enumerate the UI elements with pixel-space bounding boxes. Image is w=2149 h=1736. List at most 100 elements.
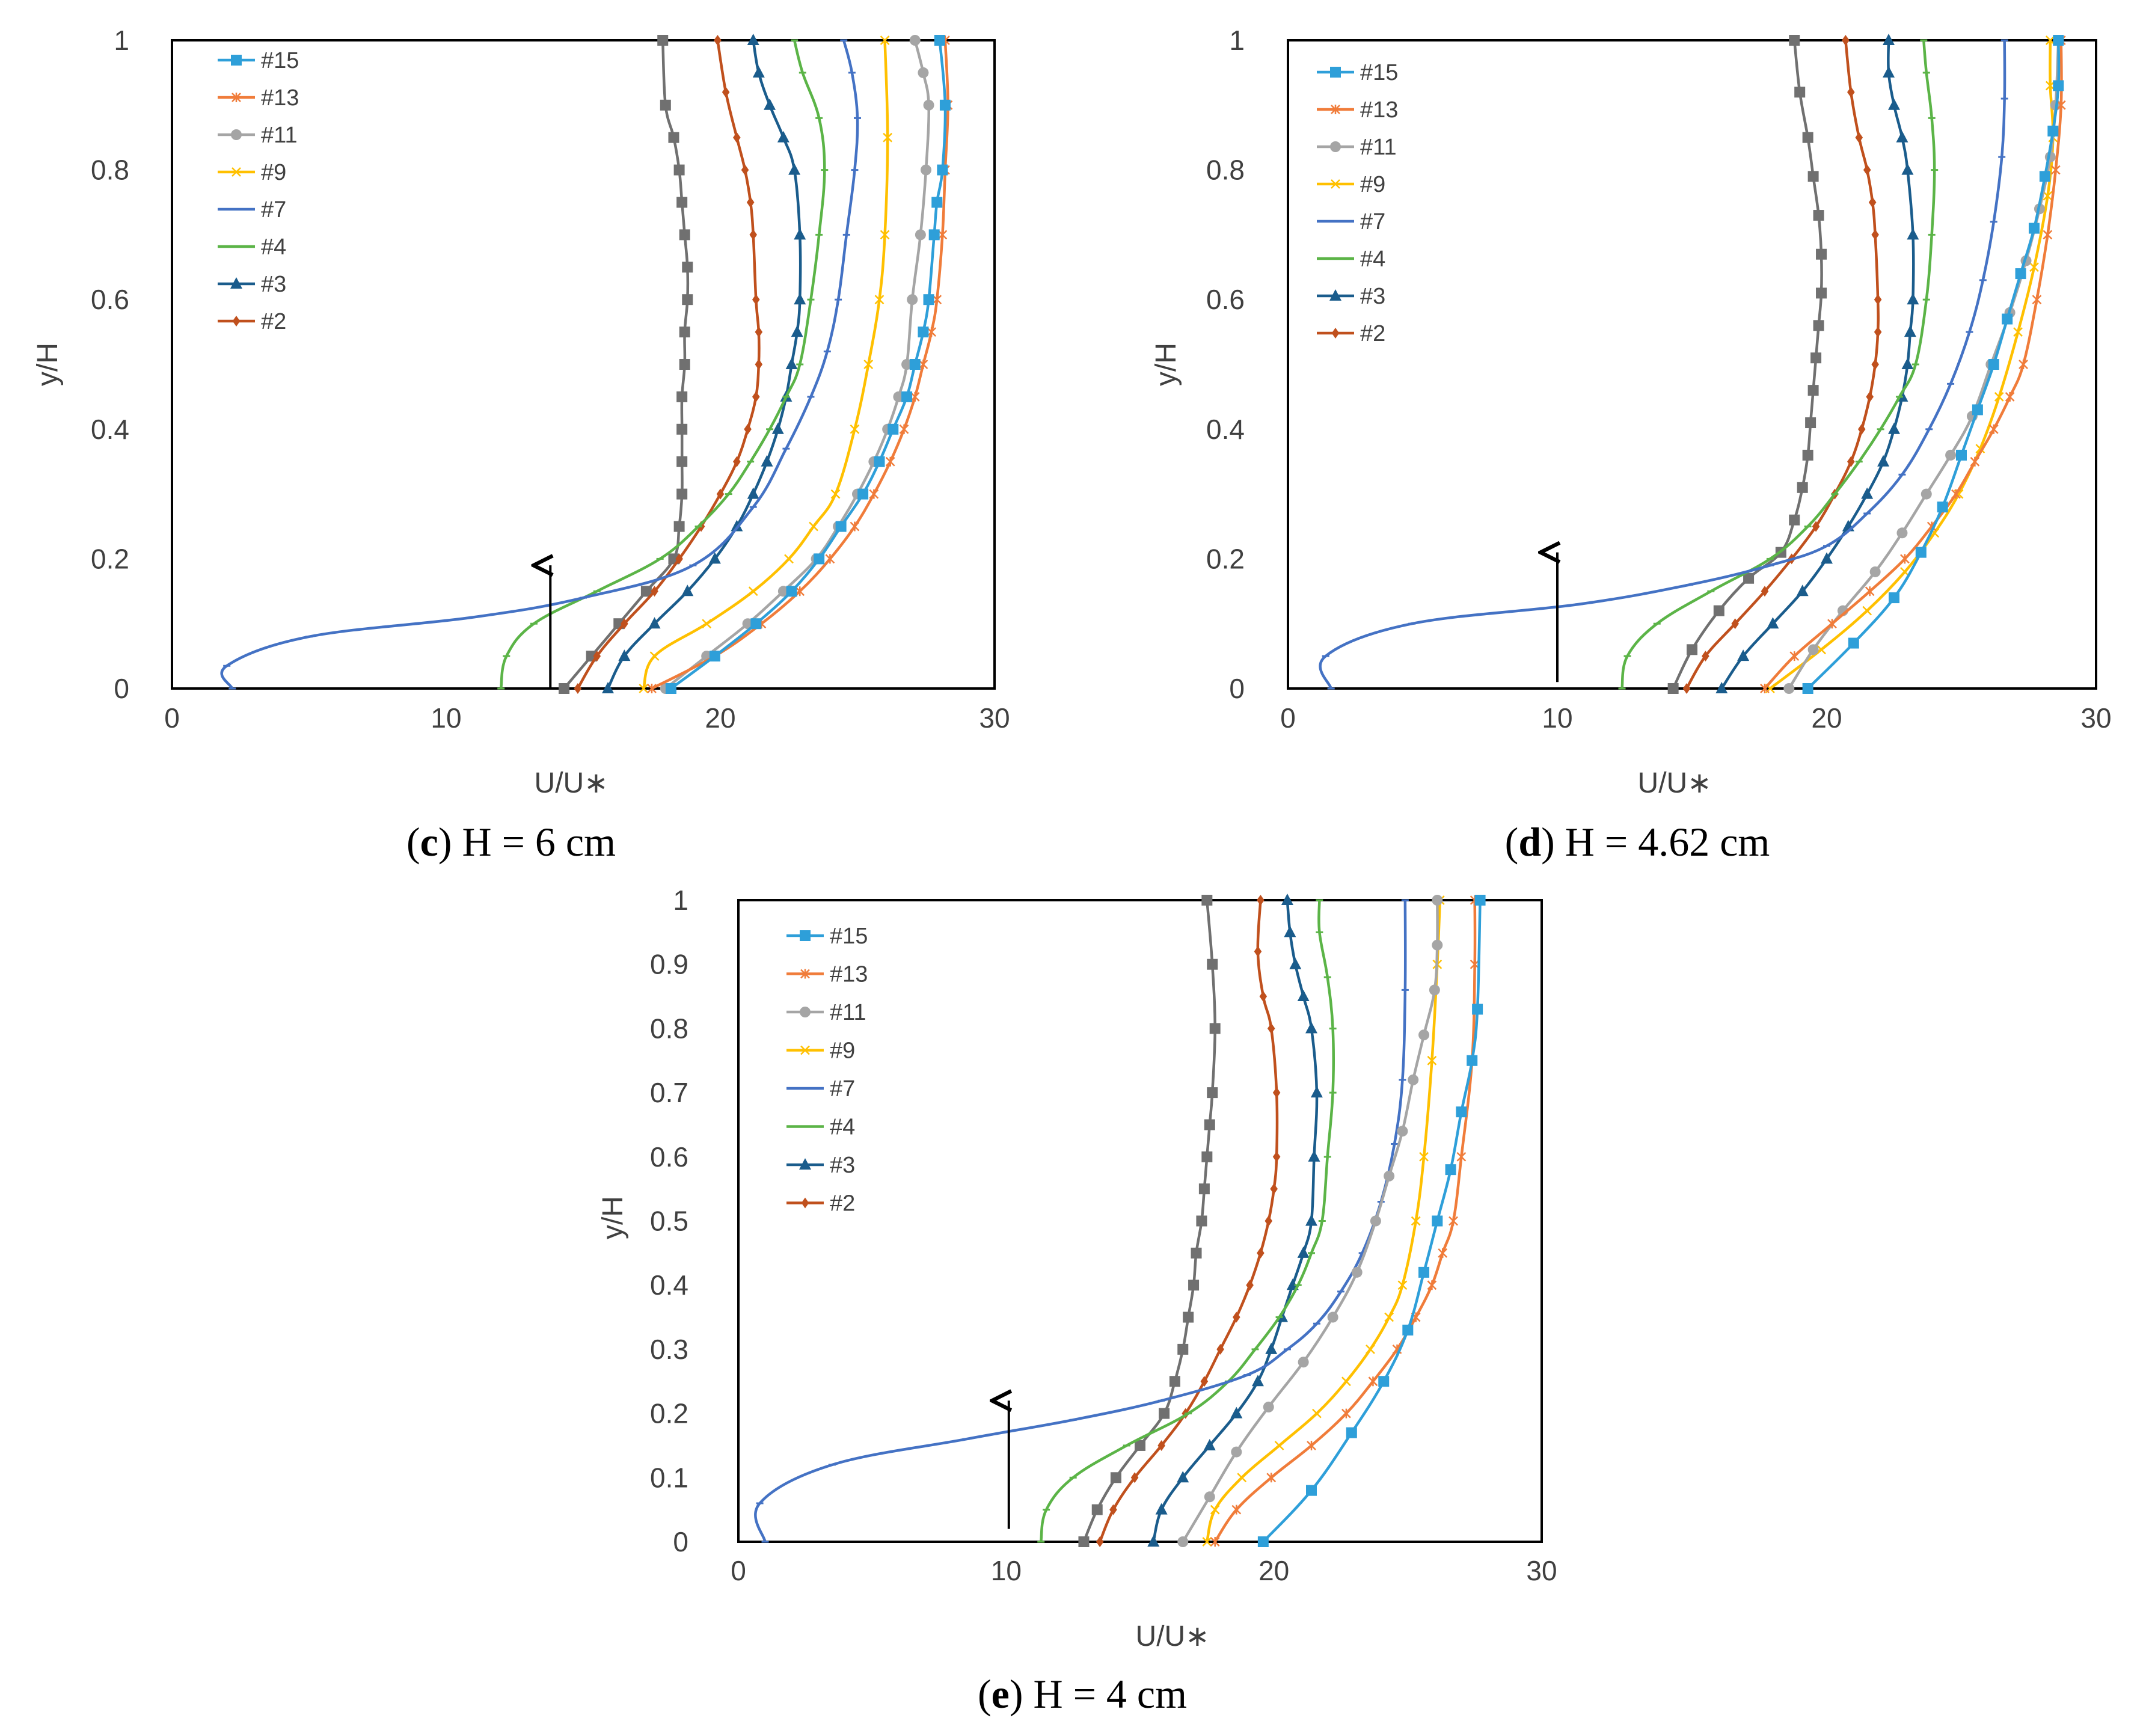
panel-c-data-point: [748, 586, 758, 597]
panel-d-data-point: [2028, 222, 2040, 234]
panel-d-data-point: [1805, 417, 1816, 429]
panel-c-data-point: [709, 651, 720, 662]
panel-d-data-point: [1857, 423, 1866, 435]
panel-e-data-point: [1157, 1440, 1165, 1451]
panel-e-data-point: [1378, 1376, 1390, 1387]
panel-d-data-point: [2053, 35, 2064, 46]
panel-c-data-point: [794, 293, 806, 305]
panel-c-data-point: [559, 683, 570, 694]
panel-e-data-point: [1397, 1280, 1408, 1290]
panel-e-data-point: [1200, 1376, 1209, 1387]
panel-d-y-tick-label: 1: [1229, 25, 1245, 56]
panel-c-data-point: [928, 229, 940, 241]
panel-e-y-tick-label: 0.1: [650, 1462, 688, 1493]
panel-e-y-tick-label: 0.2: [650, 1398, 688, 1429]
panel-c-data-point: [901, 391, 913, 402]
panel-e-data-point: [1472, 1004, 1483, 1015]
panel-d-data-point: [1907, 228, 1919, 240]
panel-d-data-point: [1789, 514, 1800, 526]
panel-e-data-point: [1274, 1441, 1284, 1450]
panel-d-data-point: [2013, 327, 2023, 337]
panel-c-legend-item: #2: [218, 309, 286, 334]
panel-d-data-point: [2056, 100, 2066, 110]
panel-d-data-point: [2032, 295, 2042, 305]
panel-c-data-point: [794, 228, 806, 240]
panel-e-data-point: [1265, 1215, 1273, 1227]
panel-d-y-tick-label: 0.2: [1206, 543, 1245, 574]
panel-e-legend-item: #11: [786, 1000, 866, 1025]
panel-c-data-point: [880, 230, 890, 240]
panel-e-data-point: [1191, 1247, 1202, 1259]
panel-d-data-point: [1789, 651, 1800, 661]
panel-c-x-tick-label: 0: [164, 702, 180, 734]
panel-c-data-point: [648, 617, 661, 629]
panel-d-legend-item: #3: [1317, 284, 1385, 309]
panel-c-x-axis-title: U/U∗: [535, 767, 609, 799]
panel-c-series-3: [639, 35, 893, 693]
panel-d-data-point: [1871, 359, 1879, 370]
panel-e-legend-marker: [800, 1045, 810, 1055]
panel-c-data-point: [771, 422, 784, 434]
panel-c-data-point: [901, 359, 913, 370]
panel-c-data-point: [923, 99, 934, 111]
panel-d-series-4: [1319, 39, 2008, 690]
panel-c-y-tick-label: 0.8: [91, 155, 129, 186]
panel-c-legend-item: #13: [218, 85, 299, 111]
panel-e-legend-marker: [800, 1007, 811, 1017]
panel-e-data-point: [1346, 1427, 1357, 1438]
panel-e-legend-label: #4: [830, 1115, 855, 1140]
panel-d-legend-item: #15: [1317, 60, 1398, 85]
panel-d-data-point: [1789, 35, 1800, 46]
panel-c-data-point: [850, 521, 860, 532]
panel-c-legend-item: #7: [218, 197, 286, 222]
panel-c-data-point: [639, 684, 649, 693]
panel-c-data-point: [850, 424, 860, 434]
panel-e-data-point: [1402, 1324, 1414, 1336]
panel-d-legend-item: #9: [1317, 172, 1385, 197]
panel-c-data-point: [788, 163, 801, 175]
panel-d-data-point: [1687, 644, 1697, 655]
panel-e-legend-item: #4: [786, 1115, 855, 1140]
panel-d-legend-item: #2: [1317, 321, 1385, 346]
panel-e-series-0: [1257, 895, 1486, 1547]
panel-c-data-point: [681, 584, 694, 597]
panel-c-data-point: [665, 683, 676, 694]
panel-e-data-point: [1207, 1087, 1218, 1099]
panel-e-data-point: [1305, 1214, 1318, 1226]
panel-c-data-point: [761, 455, 773, 467]
panel-e-data-point: [1449, 1216, 1458, 1226]
panel-c-data-point: [747, 487, 759, 499]
panel-c-legend-item: #4: [218, 235, 286, 260]
panel-d-legend-label: #11: [1360, 135, 1397, 160]
panel-d-x-axis-title: U/U∗: [1638, 767, 1712, 799]
panel-e-x-axis-title: U/U∗: [1136, 1621, 1210, 1652]
panel-d-data-point: [1807, 644, 1819, 655]
panel-c-data-point: [676, 197, 688, 208]
panel-c-data-point: [869, 489, 879, 499]
panel-e-data-point: [1230, 1406, 1243, 1419]
panel-c-series-line-0: [670, 40, 947, 690]
panel-d-data-point: [1682, 683, 1691, 694]
panel-c-series-line-3: [642, 40, 889, 689]
panel-e-data-point: [1306, 1485, 1317, 1496]
panel-d-data-point: [1807, 385, 1819, 396]
panel-d-data-point: [1883, 34, 1895, 45]
panel-e-data-point: [1474, 895, 1486, 906]
panel-c-data-point: [937, 164, 948, 176]
panel-e-data-point: [1266, 1473, 1277, 1483]
panel-c-data-point: [857, 488, 869, 500]
panel-c-data-point: [742, 618, 753, 630]
panel-d-data-point: [1861, 487, 1874, 499]
panel-e-data-point: [1265, 1342, 1278, 1354]
panel-c-data-point: [931, 197, 943, 208]
panel-c-legend-marker: [231, 129, 242, 140]
panel-c-legend-label: #15: [261, 48, 299, 73]
panel-c-data-point: [932, 295, 942, 305]
panel-e-data-point: [1267, 1023, 1275, 1034]
panel-e-data-point: [1257, 1536, 1269, 1547]
panel-c-data-point: [939, 99, 951, 111]
panel-e-data-point: [1130, 1472, 1139, 1483]
panel-e-legend: #15 #13 #11 #9 #7 #4 #3 #2: [786, 924, 868, 1216]
panel-e-data-point: [1419, 1152, 1429, 1162]
panel-d-data-point: [1901, 358, 1914, 369]
